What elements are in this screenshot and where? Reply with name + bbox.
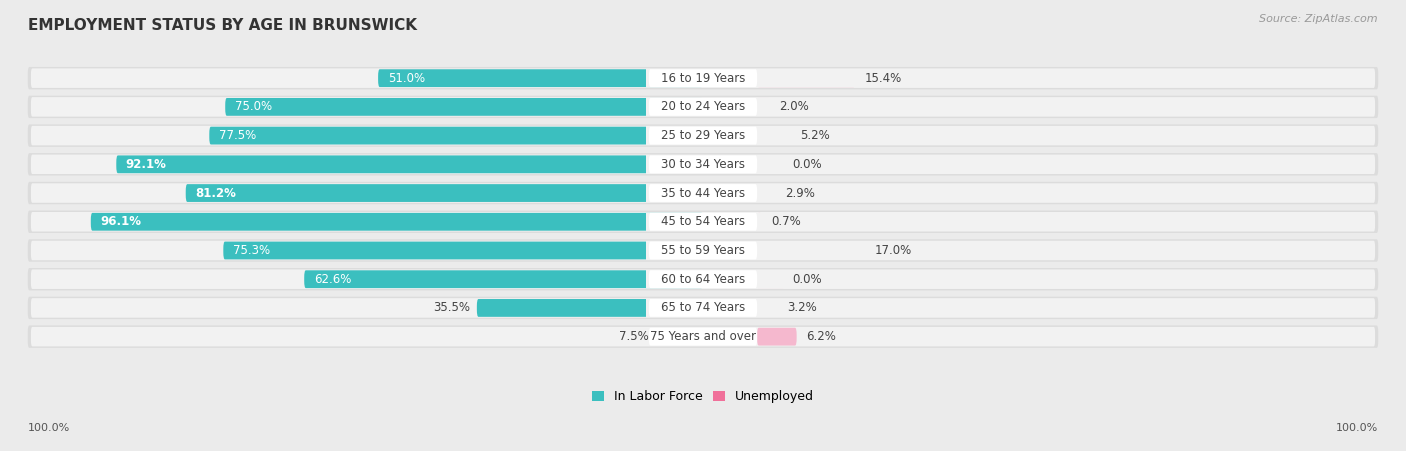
Text: 62.6%: 62.6% [314, 273, 352, 286]
FancyBboxPatch shape [28, 211, 1378, 233]
Text: 25 to 29 Years: 25 to 29 Years [661, 129, 745, 142]
FancyBboxPatch shape [648, 299, 758, 317]
FancyBboxPatch shape [758, 328, 797, 345]
FancyBboxPatch shape [28, 153, 1378, 175]
FancyBboxPatch shape [28, 67, 1378, 89]
Text: 81.2%: 81.2% [195, 187, 236, 199]
Text: 51.0%: 51.0% [388, 72, 425, 85]
FancyBboxPatch shape [655, 328, 703, 345]
Text: 2.0%: 2.0% [779, 101, 810, 113]
Text: 35.5%: 35.5% [433, 301, 471, 314]
FancyBboxPatch shape [648, 156, 758, 173]
FancyBboxPatch shape [31, 69, 1375, 88]
FancyBboxPatch shape [648, 69, 758, 87]
Text: 75.0%: 75.0% [235, 101, 271, 113]
FancyBboxPatch shape [758, 242, 866, 259]
FancyBboxPatch shape [31, 212, 1375, 231]
FancyBboxPatch shape [31, 126, 1375, 145]
FancyBboxPatch shape [31, 269, 1375, 289]
Bar [645, 126, 1204, 145]
FancyBboxPatch shape [648, 242, 758, 259]
FancyBboxPatch shape [758, 127, 790, 144]
Bar [645, 327, 758, 346]
FancyBboxPatch shape [28, 239, 1378, 262]
Bar [645, 98, 1187, 116]
FancyBboxPatch shape [31, 327, 1375, 346]
FancyBboxPatch shape [477, 299, 703, 317]
Text: 2.9%: 2.9% [785, 187, 815, 199]
FancyBboxPatch shape [28, 124, 1378, 147]
FancyBboxPatch shape [209, 127, 703, 144]
FancyBboxPatch shape [648, 98, 758, 116]
FancyBboxPatch shape [31, 155, 1375, 174]
Legend: In Labor Force, Unemployed: In Labor Force, Unemployed [592, 391, 814, 404]
FancyBboxPatch shape [117, 156, 703, 173]
FancyBboxPatch shape [31, 298, 1375, 318]
Text: 100.0%: 100.0% [1336, 423, 1378, 433]
Text: 0.0%: 0.0% [792, 273, 823, 286]
Text: 55 to 59 Years: 55 to 59 Years [661, 244, 745, 257]
FancyBboxPatch shape [28, 96, 1378, 118]
Text: 30 to 34 Years: 30 to 34 Years [661, 158, 745, 171]
Text: 35 to 44 Years: 35 to 44 Years [661, 187, 745, 199]
FancyBboxPatch shape [758, 98, 770, 116]
Text: 60 to 64 Years: 60 to 64 Years [661, 273, 745, 286]
FancyBboxPatch shape [648, 184, 758, 202]
FancyBboxPatch shape [758, 69, 855, 87]
Bar [645, 299, 935, 317]
FancyBboxPatch shape [648, 270, 758, 288]
FancyBboxPatch shape [758, 213, 762, 230]
Text: 0.0%: 0.0% [792, 158, 823, 171]
FancyBboxPatch shape [648, 213, 758, 230]
FancyBboxPatch shape [758, 156, 785, 173]
FancyBboxPatch shape [304, 270, 703, 288]
Text: 16 to 19 Years: 16 to 19 Years [661, 72, 745, 85]
FancyBboxPatch shape [648, 127, 758, 144]
Text: Source: ZipAtlas.com: Source: ZipAtlas.com [1260, 14, 1378, 23]
FancyBboxPatch shape [758, 299, 778, 317]
FancyBboxPatch shape [225, 98, 703, 116]
FancyBboxPatch shape [31, 97, 1375, 117]
Bar [645, 241, 1189, 260]
FancyBboxPatch shape [28, 297, 1378, 319]
Text: 6.2%: 6.2% [806, 330, 837, 343]
Text: 17.0%: 17.0% [875, 244, 912, 257]
Bar [645, 184, 1226, 202]
Text: 20 to 24 Years: 20 to 24 Years [661, 101, 745, 113]
Bar [645, 155, 1296, 174]
Text: 96.1%: 96.1% [100, 215, 142, 228]
Text: 77.5%: 77.5% [219, 129, 256, 142]
FancyBboxPatch shape [648, 328, 758, 345]
FancyBboxPatch shape [28, 268, 1378, 290]
FancyBboxPatch shape [31, 183, 1375, 203]
Text: EMPLOYMENT STATUS BY AGE IN BRUNSWICK: EMPLOYMENT STATUS BY AGE IN BRUNSWICK [28, 18, 418, 33]
Text: 0.7%: 0.7% [770, 215, 801, 228]
Bar [645, 212, 1322, 231]
FancyBboxPatch shape [28, 182, 1378, 204]
Text: 3.2%: 3.2% [787, 301, 817, 314]
FancyBboxPatch shape [224, 242, 703, 259]
Text: 45 to 54 Years: 45 to 54 Years [661, 215, 745, 228]
Text: 65 to 74 Years: 65 to 74 Years [661, 301, 745, 314]
FancyBboxPatch shape [31, 241, 1375, 260]
FancyBboxPatch shape [758, 184, 776, 202]
FancyBboxPatch shape [91, 213, 703, 230]
Text: 92.1%: 92.1% [127, 158, 167, 171]
FancyBboxPatch shape [378, 69, 703, 87]
Text: 75 Years and over: 75 Years and over [650, 330, 756, 343]
Text: 75.3%: 75.3% [233, 244, 270, 257]
Text: 5.2%: 5.2% [800, 129, 830, 142]
Text: 15.4%: 15.4% [865, 72, 903, 85]
Bar [645, 69, 1035, 87]
Text: 100.0%: 100.0% [28, 423, 70, 433]
Text: 7.5%: 7.5% [619, 330, 648, 343]
FancyBboxPatch shape [28, 326, 1378, 348]
Bar [645, 270, 1108, 288]
FancyBboxPatch shape [758, 270, 785, 288]
FancyBboxPatch shape [186, 184, 703, 202]
